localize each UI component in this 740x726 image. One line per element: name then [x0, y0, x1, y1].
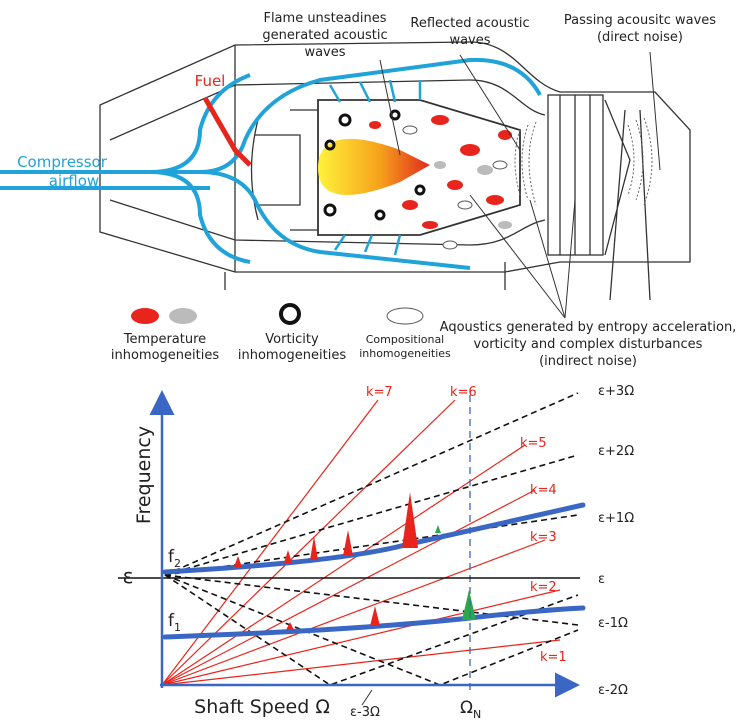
- reflected-note: Reflected acoustic: [410, 16, 529, 31]
- order-label: k=2: [530, 580, 557, 595]
- compressor-label: Compressor: [17, 153, 108, 171]
- leader-line: [362, 690, 372, 705]
- f2-label: f2: [168, 547, 181, 570]
- y-axis-label: Frequency: [133, 426, 155, 524]
- order-label: k=6: [450, 385, 477, 400]
- acoustic-waves: [515, 118, 652, 205]
- line-label: ε+3Ω: [598, 384, 634, 399]
- omega-n-label: ΩN: [460, 698, 481, 721]
- order-label: k=4: [530, 483, 557, 498]
- f1-label: f1: [168, 611, 181, 634]
- f1-sub: 1: [174, 621, 181, 634]
- order-lines: [162, 400, 560, 685]
- fuel-label: Fuel: [195, 72, 226, 90]
- passing-note: Passing acousitc waves: [564, 13, 716, 28]
- order-label: k=7: [366, 385, 393, 400]
- legend-label: Compositional: [366, 333, 445, 346]
- order-label: k=1: [540, 650, 567, 665]
- legend-icon: [281, 305, 299, 323]
- flame-note: generated acoustic: [262, 28, 387, 43]
- legend-label: inhomogeneities: [238, 348, 346, 363]
- omega-n-base: Ω: [460, 698, 473, 718]
- epsilon-lines: [165, 393, 578, 685]
- legend: Temperature inhomogeneities Vorticity in…: [111, 305, 451, 363]
- omega-n-sub: N: [473, 708, 481, 721]
- line-label: ε-1Ω: [598, 616, 628, 631]
- epsilon-label: ε: [123, 564, 134, 588]
- legend-label: Vorticity: [265, 332, 319, 347]
- legend-icon: [387, 308, 423, 324]
- legend-label: inhomogeneities: [111, 348, 219, 363]
- order-label: k=3: [530, 530, 557, 545]
- legend-label: Temperature: [123, 332, 206, 347]
- indirect-note: vorticity and complex disturbances: [474, 337, 703, 352]
- flame-note: Flame unsteadines: [263, 11, 386, 26]
- order-label: k=5: [520, 436, 547, 451]
- reflected-note: waves: [449, 33, 490, 48]
- flame-note: waves: [304, 45, 345, 60]
- indirect-note: (indirect noise): [539, 354, 637, 369]
- indirect-note: Aqoustics generated by entropy accelerat…: [440, 320, 737, 335]
- legend-icon: [169, 308, 197, 324]
- legend-icon: [131, 308, 159, 324]
- line-labels: ε+3Ω ε+2Ω ε+1Ω ε ε-1Ω ε-2Ω ε-3Ω: [350, 384, 634, 720]
- compressor-label: airflow: [49, 172, 99, 190]
- x-axis-label: Shaft Speed Ω: [194, 696, 330, 718]
- fuel-pipe: [205, 98, 250, 165]
- figure: Flame unsteadines generated acoustic wav…: [0, 0, 740, 722]
- line-label: ε-3Ω: [350, 705, 380, 720]
- f2-sub: 2: [174, 557, 181, 570]
- line-label: ε+2Ω: [598, 444, 634, 459]
- line-label: ε-2Ω: [598, 683, 628, 698]
- line-label: ε+1Ω: [598, 511, 634, 526]
- legend-label: inhomogeneities: [359, 347, 451, 360]
- line-label: ε: [598, 572, 605, 587]
- campbell-diagram: Frequency Shaft Speed Ω ε f2 f1 ΩN k=7 k…: [118, 384, 634, 721]
- passing-note: (direct noise): [597, 30, 683, 45]
